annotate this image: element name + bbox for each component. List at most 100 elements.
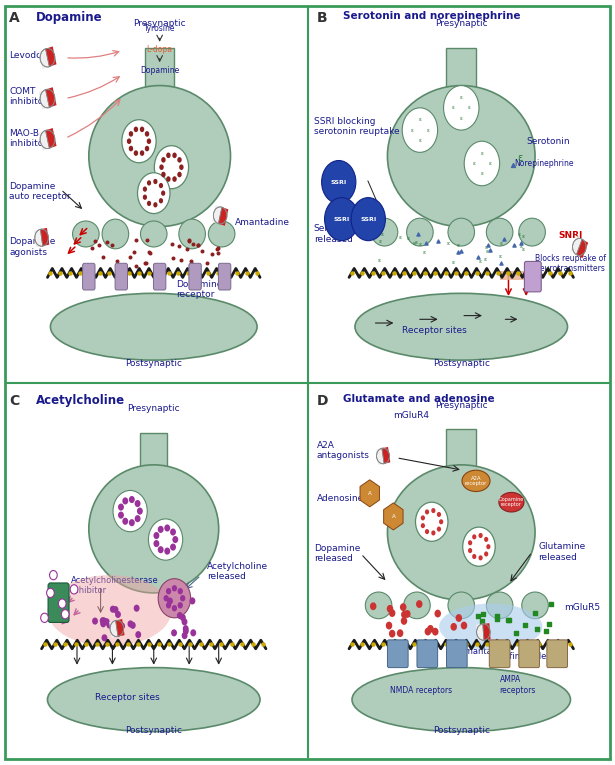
Circle shape — [172, 585, 177, 591]
Point — [483, 239, 493, 251]
Circle shape — [167, 597, 173, 604]
Circle shape — [484, 537, 488, 542]
FancyBboxPatch shape — [115, 263, 127, 290]
Text: Postsynaptic: Postsynaptic — [433, 727, 490, 735]
Wedge shape — [41, 230, 49, 246]
Text: ε: ε — [468, 106, 471, 110]
Wedge shape — [477, 624, 484, 640]
Polygon shape — [41, 228, 49, 246]
Point — [413, 228, 423, 240]
FancyBboxPatch shape — [417, 640, 438, 668]
Ellipse shape — [355, 293, 568, 360]
Circle shape — [147, 200, 151, 206]
Circle shape — [164, 525, 170, 532]
Circle shape — [157, 546, 164, 553]
Polygon shape — [46, 87, 57, 108]
Circle shape — [178, 602, 183, 608]
Circle shape — [171, 630, 177, 636]
Point — [474, 251, 483, 263]
Text: Presynaptic: Presynaptic — [435, 401, 488, 410]
Point — [213, 243, 223, 255]
Circle shape — [472, 534, 477, 539]
Circle shape — [322, 161, 356, 203]
Text: SNRI: SNRI — [558, 231, 583, 240]
Circle shape — [170, 544, 176, 551]
Point — [186, 258, 196, 270]
Circle shape — [161, 157, 165, 163]
Text: Dopamine: Dopamine — [140, 66, 180, 75]
Circle shape — [148, 519, 183, 560]
Circle shape — [50, 571, 57, 580]
Circle shape — [456, 614, 462, 622]
Text: Dopamine
auto receptor: Dopamine auto receptor — [9, 181, 71, 201]
Point — [108, 239, 117, 251]
Circle shape — [145, 146, 149, 151]
Circle shape — [118, 512, 124, 519]
Circle shape — [166, 152, 170, 158]
Circle shape — [62, 610, 69, 619]
Circle shape — [166, 588, 171, 594]
Circle shape — [486, 544, 491, 549]
Point — [546, 598, 555, 610]
FancyBboxPatch shape — [490, 640, 510, 668]
Text: Adenosine: Adenosine — [317, 494, 364, 503]
Text: mGluR4: mGluR4 — [393, 412, 429, 421]
Text: ε: ε — [500, 241, 503, 246]
Polygon shape — [382, 447, 391, 464]
Point — [485, 243, 495, 256]
Point — [530, 607, 540, 620]
Wedge shape — [218, 207, 227, 224]
Circle shape — [351, 197, 386, 241]
Circle shape — [140, 126, 145, 132]
Circle shape — [137, 507, 143, 515]
Ellipse shape — [462, 470, 490, 492]
Circle shape — [129, 131, 133, 137]
Circle shape — [478, 555, 483, 561]
Circle shape — [133, 126, 138, 132]
Circle shape — [129, 496, 135, 503]
Point — [212, 243, 222, 255]
Ellipse shape — [140, 221, 167, 247]
Ellipse shape — [179, 219, 205, 249]
Text: COMT
inhibitor: COMT inhibitor — [9, 87, 47, 106]
Text: ε: ε — [472, 161, 475, 166]
Ellipse shape — [522, 592, 549, 619]
FancyBboxPatch shape — [525, 262, 541, 292]
Text: Serotonin: Serotonin — [526, 137, 570, 145]
Circle shape — [127, 620, 133, 627]
Text: ε: ε — [413, 241, 416, 246]
Circle shape — [424, 627, 431, 636]
Text: ε: ε — [378, 239, 382, 244]
Circle shape — [147, 138, 151, 144]
Circle shape — [135, 500, 141, 507]
Text: ε: ε — [446, 241, 450, 246]
Point — [167, 238, 177, 250]
Polygon shape — [46, 47, 57, 67]
Text: ε: ε — [522, 247, 525, 252]
Circle shape — [106, 621, 113, 629]
Text: ε: ε — [499, 254, 502, 259]
Point — [478, 608, 488, 620]
FancyBboxPatch shape — [154, 263, 166, 290]
Circle shape — [164, 548, 170, 555]
Text: ε: ε — [427, 128, 430, 132]
Ellipse shape — [448, 592, 475, 619]
Text: ε: ε — [418, 242, 421, 246]
Circle shape — [421, 516, 425, 520]
Point — [102, 236, 112, 248]
Ellipse shape — [365, 592, 392, 619]
Text: Postsynaptic: Postsynaptic — [433, 359, 490, 368]
Circle shape — [159, 164, 164, 170]
Circle shape — [468, 548, 472, 553]
Circle shape — [153, 179, 157, 184]
Text: ε: ε — [518, 232, 522, 236]
Point — [145, 246, 154, 259]
FancyBboxPatch shape — [145, 48, 175, 100]
Circle shape — [416, 502, 448, 542]
Point — [492, 613, 502, 625]
Text: L-dopa: L-dopa — [146, 45, 173, 54]
Ellipse shape — [47, 575, 172, 646]
Text: ε: ε — [410, 128, 413, 132]
Text: Acetylcholine
released: Acetylcholine released — [207, 562, 268, 581]
Point — [87, 243, 97, 255]
